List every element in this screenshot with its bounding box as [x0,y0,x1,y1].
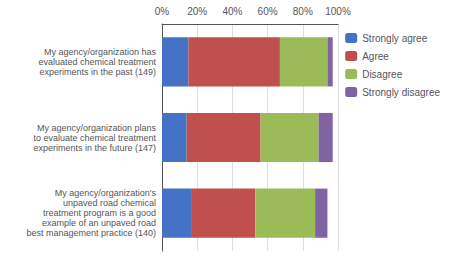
svg-text:example of an unpaved road: example of an unpaved road [42,218,156,228]
svg-text:Disagree: Disagree [362,69,402,80]
svg-text:60%: 60% [258,6,278,17]
svg-text:100%: 100% [325,6,351,17]
svg-text:Strongly agree: Strongly agree [362,33,427,44]
svg-text:20%: 20% [187,6,207,17]
svg-text:My agency/organization plans: My agency/organization plans [37,123,157,133]
svg-text:to evaluate chemical treatment: to evaluate chemical treatment [33,133,156,143]
svg-text:best management practice (140): best management practice (140) [26,228,156,238]
svg-text:evaluated chemical treatment: evaluated chemical treatment [38,57,156,67]
svg-text:Agree: Agree [362,51,389,62]
svg-text:40%: 40% [222,6,242,17]
svg-text:My agency/organization has: My agency/organization has [44,47,157,57]
svg-text:0%: 0% [155,6,170,17]
svg-text:experiments in the past (149): experiments in the past (149) [39,67,156,77]
svg-text:80%: 80% [293,6,313,17]
svg-text:unpaved road chemical: unpaved road chemical [63,198,156,208]
svg-text:My agency/organization's: My agency/organization's [55,188,157,198]
svg-text:experiments in the future (147: experiments in the future (147) [33,143,156,153]
svg-text:treatment program is a good: treatment program is a good [43,208,156,218]
svg-text:Strongly disagree: Strongly disagree [362,87,440,98]
